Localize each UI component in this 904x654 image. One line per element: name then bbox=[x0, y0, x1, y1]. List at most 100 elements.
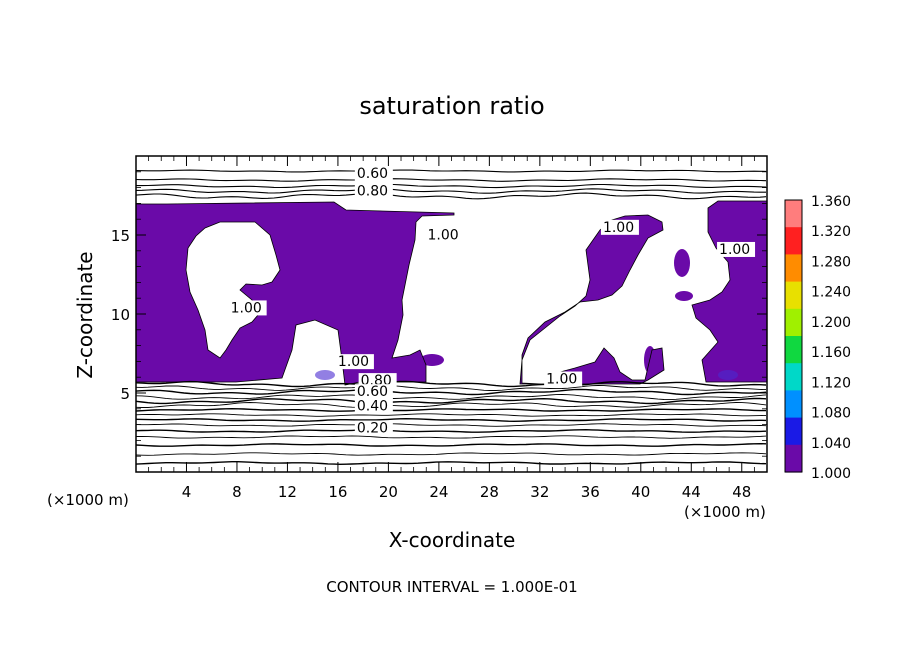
supersaturated-blob-4 bbox=[420, 354, 444, 366]
y-axis-label: Z-coordinate bbox=[73, 251, 97, 378]
colorbar-label-1: 1.360 bbox=[811, 194, 851, 210]
plot-area: 0.600.801.00 1.001.001.001.001.000.800.60… bbox=[135, 155, 768, 473]
colorbar-label-6: 1.160 bbox=[811, 345, 851, 361]
contour-upper-1 bbox=[135, 169, 767, 173]
x-tick-label-4: 4 bbox=[182, 483, 192, 501]
colorbar-swatch-5 bbox=[785, 308, 802, 337]
contour-lower-14 bbox=[135, 452, 767, 456]
supersaturated-blob-1 bbox=[674, 249, 690, 277]
x-unit-left: (×1000 m) bbox=[47, 491, 129, 509]
contour-label-bg-12 bbox=[354, 420, 393, 436]
contour-label-1: 0.60 bbox=[357, 166, 388, 182]
contour-saturation-boundary-1 bbox=[135, 201, 455, 386]
y-tick-label-15: 15 bbox=[111, 227, 130, 245]
x-tick-label-40: 40 bbox=[631, 483, 650, 501]
y-tick-label-5: 5 bbox=[120, 385, 130, 403]
contour-lower-7 bbox=[135, 407, 766, 412]
contour-lower-10 bbox=[135, 423, 767, 427]
contour-labels: 0.600.801.00 1.001.001.001.001.000.800.60… bbox=[228, 166, 756, 437]
colorbar-swatch-9 bbox=[785, 417, 802, 446]
colorbar-labels: 1.360 1.320 1.280 1.240 1.200 1.160 1.120 1.080… bbox=[811, 194, 851, 482]
contour-upper-2 bbox=[135, 178, 767, 182]
colorbar-label-4: 1.240 bbox=[811, 285, 851, 301]
x-axis-label: X-coordinate bbox=[389, 528, 516, 552]
chart-title: saturation ratio bbox=[359, 92, 544, 120]
colorbar-label-5: 1.200 bbox=[811, 315, 851, 331]
contour-interval-note: CONTOUR INTERVAL = 1.000E-01 bbox=[326, 578, 577, 596]
colorbar-frame bbox=[784, 199, 803, 473]
x-tick-label-20: 20 bbox=[379, 483, 398, 501]
colorbar-label-3: 1.280 bbox=[811, 254, 851, 270]
x-tick-label-36: 36 bbox=[581, 483, 600, 501]
contour-upper-3 bbox=[136, 183, 767, 189]
higher-supersaturation-spot-2 bbox=[718, 370, 738, 380]
contour-lower-6 bbox=[135, 402, 767, 408]
colorbar-label-2: 1.320 bbox=[811, 224, 851, 240]
x-tick-label-12: 12 bbox=[278, 483, 297, 501]
contour-label-7: 1.00 bbox=[338, 354, 369, 370]
x-unit-right: (×1000 m) bbox=[684, 503, 766, 521]
contour-lower-5 bbox=[135, 397, 767, 405]
contour-label-bg-11 bbox=[354, 398, 393, 414]
colorbar-swatch-4 bbox=[785, 281, 802, 310]
supersaturated-region-3 bbox=[692, 201, 767, 382]
contour-label-8: 1.00 bbox=[546, 372, 577, 388]
colorbar-swatch-6 bbox=[785, 336, 802, 364]
contour-label-bg-1 bbox=[354, 166, 393, 182]
contour-label-bg-7 bbox=[335, 354, 374, 370]
contour-lower-8 bbox=[135, 413, 767, 417]
contour-label-bg-4 bbox=[600, 219, 639, 235]
colorbar-swatch-3 bbox=[785, 254, 802, 283]
contour-lower-15 bbox=[135, 461, 767, 466]
colorbar-swatch-10 bbox=[785, 444, 802, 473]
colorbar-label-8: 1.080 bbox=[811, 406, 851, 422]
colorbar-swatch-2 bbox=[785, 227, 802, 255]
y-tick-label-10: 10 bbox=[111, 306, 130, 324]
contour-lower-3 bbox=[135, 388, 767, 396]
contour-label-bg-5 bbox=[717, 241, 756, 257]
x-tick-label-32: 32 bbox=[530, 483, 549, 501]
x-tick-label-44: 44 bbox=[682, 483, 701, 501]
supersaturated-blob-2 bbox=[675, 291, 693, 301]
contour-lower-12 bbox=[136, 435, 767, 439]
contour-lines bbox=[135, 169, 768, 466]
contour-saturation-boundary-2 bbox=[519, 214, 665, 386]
x-axis-ticks: 4 8 12 16 20 24 28 32 36 40 44 48 bbox=[148, 156, 755, 501]
contour-label-bg-3 bbox=[425, 227, 464, 243]
contour-label-11: 0.40 bbox=[357, 398, 388, 414]
contour-label-bg-10 bbox=[354, 384, 393, 400]
x-tick-label-8: 8 bbox=[232, 483, 242, 501]
contour-label-10: 0.60 bbox=[357, 384, 388, 400]
contour-label-2: 0.80 bbox=[357, 184, 388, 200]
colorbar-label-10: 1.000 bbox=[811, 466, 851, 482]
supersaturated-region-1 bbox=[136, 202, 454, 385]
colorbar-label-9: 1.040 bbox=[811, 436, 851, 452]
colorbar-label-7: 1.120 bbox=[811, 375, 851, 391]
contour-label-5: 1.00 bbox=[719, 242, 750, 258]
contour-label-bg-6 bbox=[228, 300, 267, 316]
contour-upper-5 bbox=[135, 192, 767, 200]
y-axis-ticks: 5 10 15 bbox=[111, 171, 767, 457]
contour-lower-11 bbox=[135, 428, 767, 433]
contour-label-bg-8 bbox=[544, 371, 583, 387]
contour-lower-9 bbox=[135, 417, 767, 423]
contour-label-6: 1.00 bbox=[231, 300, 262, 316]
colorbar-swatch-1 bbox=[785, 200, 802, 228]
colorbar-swatch-7 bbox=[785, 363, 802, 391]
x-tick-label-28: 28 bbox=[480, 483, 499, 501]
contour-upper-4 bbox=[135, 188, 766, 194]
contour-lower-1 bbox=[135, 380, 767, 388]
contour-lower-4 bbox=[135, 394, 767, 401]
contour-label-12: 0.20 bbox=[357, 421, 388, 437]
contour-lower-2 bbox=[135, 385, 767, 391]
colorbar bbox=[785, 200, 802, 473]
colorbar-swatch-8 bbox=[785, 390, 802, 419]
x-tick-label-16: 16 bbox=[328, 483, 347, 501]
higher-supersaturation-spot-1 bbox=[315, 370, 335, 380]
contour-lower-13 bbox=[135, 442, 767, 447]
x-tick-label-48: 48 bbox=[732, 483, 751, 501]
contour-label-bg-2 bbox=[354, 183, 393, 199]
contour-label-4: 1.00 bbox=[603, 220, 634, 236]
supersaturated-region-2 bbox=[520, 215, 664, 385]
